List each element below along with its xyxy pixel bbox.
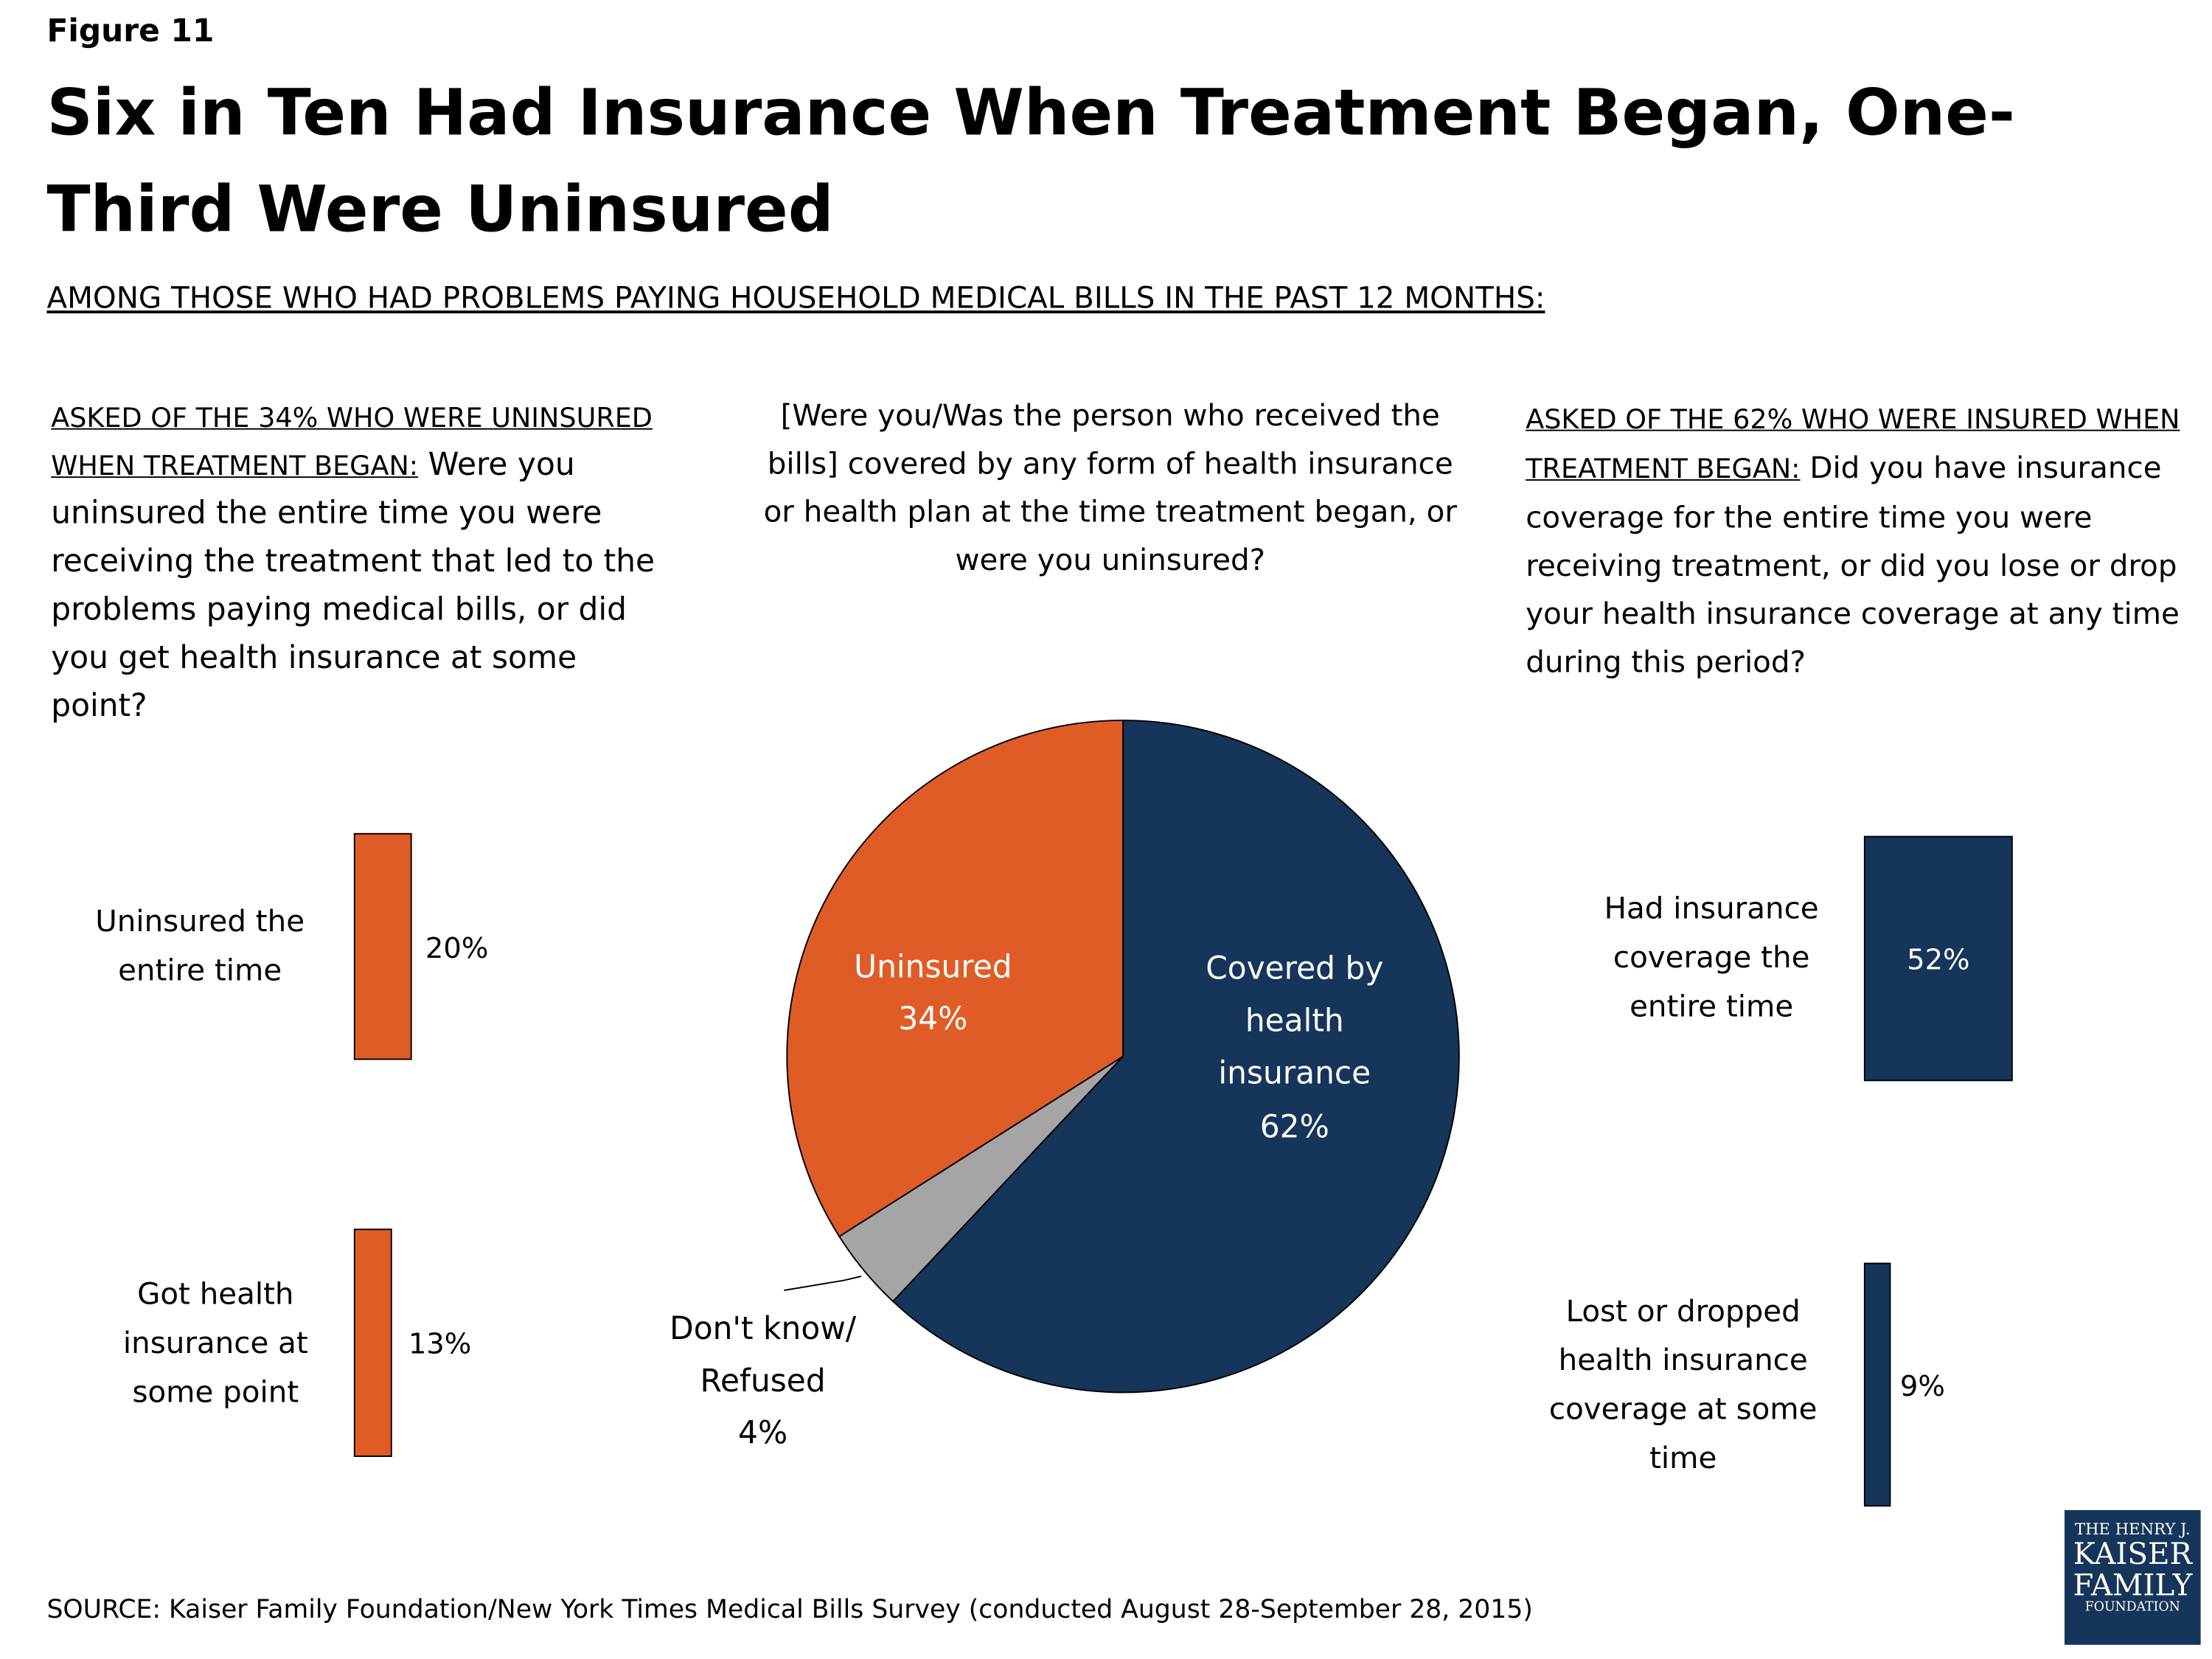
bar [353,832,412,1060]
logo-text: THE HENRY J. [2074,1520,2191,1539]
source: SOURCE: Kaiser Family Foundation/New Yor… [46,1595,1533,1625]
figure-label: Figure 11 [46,14,215,50]
pie-slice [786,719,1124,1238]
center-question: [Were you/Was the person who received th… [763,398,1457,577]
category-label: Lost or dropped health insurance coverage … [1549,1294,1818,1475]
slice-value: 62% [1260,1108,1329,1144]
category-label: Got health insurance at some point [123,1277,308,1410]
logo-text: FAMILY [2073,1568,2193,1603]
right-question: ASKED OF THE 62% WHO WERE INSURED WHEN T… [1526,394,2195,686]
subtitle: AMONG THOSE WHO HAD PROBLEMS PAYING HOUS… [46,280,1545,315]
title: Six in Ten Had Insurance When Treatment … [46,74,2015,247]
value-label: 52% [1907,943,1969,976]
slice-value: 4% [738,1415,787,1451]
question: Were you uninsured the entire time you w… [51,448,655,725]
bar [1863,835,2013,1082]
logo-text: KAISER [2073,1537,2192,1571]
question: Did you have insurance coverage for the … [1526,451,2180,680]
bar [353,1228,392,1457]
pie-slice [891,719,1460,1394]
question-heading: ASKED OF THE 62% WHO WERE INSURED WHEN T… [1526,404,2180,485]
value-label: 13% [408,1328,471,1361]
question-heading: ASKED OF THE 34% WHO WERE UNINSURED WHEN… [51,403,653,482]
value-label: 9% [1900,1370,1945,1403]
slice-label: Don't know/Refused [669,1310,857,1398]
category-label: Uninsured the entire time [95,904,305,987]
left-question: ASKED OF THE 34% WHO WERE UNINSURED WHEN… [51,394,682,732]
logo: THE HENRY J. KAISER FAMILY FOUNDATION [2065,1510,2201,1645]
logo-text: FOUNDATION [2084,1601,2180,1615]
slice-label: Uninsured [854,948,1012,984]
slice-value: 34% [898,1001,967,1037]
value-label: 20% [425,932,488,965]
leader-line [784,1275,862,1291]
slice-label: Covered by health insurance [1206,950,1383,1091]
category-label: Had insurance coverage the entire time [1604,891,1819,1024]
bar [1863,1262,1891,1507]
